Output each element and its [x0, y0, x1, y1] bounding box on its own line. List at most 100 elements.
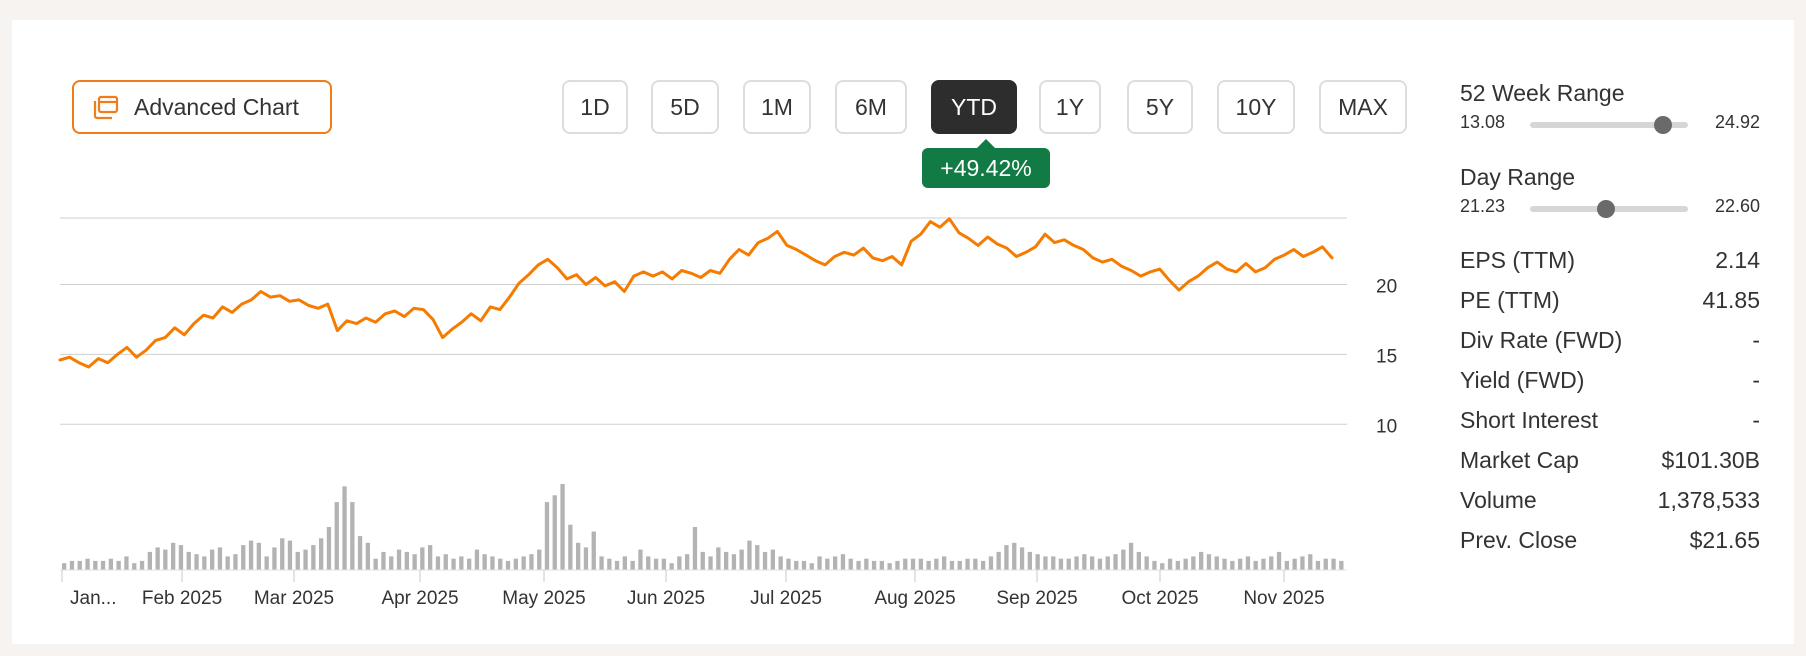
stat-row: Yield (FWD) - [1460, 367, 1760, 407]
volume-bar [778, 556, 783, 570]
volume-bar [981, 560, 986, 570]
volume-bar [739, 549, 744, 570]
volume-bar [1027, 551, 1032, 570]
volume-bar [957, 560, 962, 570]
range-button-1m[interactable]: 1M [743, 80, 811, 134]
volume-bar [1136, 551, 1141, 570]
volume-bar [1152, 560, 1157, 570]
volume-bar [537, 549, 542, 570]
volume-bar [210, 549, 215, 570]
volume-bar [1339, 560, 1344, 570]
volume-bar [856, 560, 861, 570]
day-range: Day Range 21.23 22.60 [1460, 164, 1760, 248]
volume-bar [467, 558, 472, 570]
volume-bar [1058, 558, 1064, 570]
volume-bar [1284, 560, 1289, 570]
volume-bar [1051, 556, 1056, 570]
volume-bar [544, 502, 550, 570]
volume-bar [1012, 542, 1017, 570]
volume-bar [614, 560, 620, 570]
volume-bar [319, 538, 324, 570]
volume-bar [638, 549, 643, 570]
volume-bar [1160, 563, 1165, 570]
stat-label: Prev. Close [1460, 527, 1578, 553]
volume-bar [77, 560, 82, 570]
volume-bar [373, 558, 378, 570]
range-button-1y[interactable]: 1Y [1039, 80, 1101, 134]
volume-bar [139, 560, 145, 570]
volume-bar [451, 558, 456, 570]
volume-bar [833, 556, 838, 570]
volume-bar [988, 556, 994, 570]
volume-bar [770, 549, 775, 570]
y-tick-label: 15 [1376, 346, 1397, 367]
volume-bar [762, 551, 768, 570]
volume-bar [560, 484, 565, 570]
stat-label: Volume [1460, 487, 1537, 513]
volume-bar [708, 556, 713, 570]
x-tick-label: Jan... [70, 588, 116, 609]
volume-bar [326, 527, 332, 570]
volume-bar [513, 558, 518, 570]
range-button-ytd[interactable]: YTD [931, 80, 1017, 134]
volume-bar [381, 551, 386, 570]
stat-label: Short Interest [1460, 407, 1599, 433]
range-button-1d[interactable]: 1D [562, 80, 628, 134]
volume-bar [825, 558, 830, 570]
volume-bar [311, 545, 316, 570]
volume-bar [365, 542, 370, 570]
volume-bar [132, 563, 137, 570]
volume-bar [147, 551, 152, 570]
volume-bar [591, 531, 596, 570]
volume-bar [653, 558, 659, 570]
volume-bar [280, 538, 285, 570]
range-button-10y[interactable]: 10Y [1217, 80, 1295, 134]
range-button-max[interactable]: MAX [1319, 80, 1407, 134]
stats-panel: 52 Week Range 13.08 24.92 Day Range 21.2… [1460, 80, 1760, 553]
stat-label: PE (TTM) [1460, 287, 1560, 313]
advanced-chart-button[interactable]: Advanced Chart [72, 80, 332, 134]
volume-bar [1276, 551, 1282, 570]
volume-bar [700, 551, 705, 570]
volume-bar [1292, 558, 1297, 570]
volume-bar [1206, 554, 1212, 570]
stats-list: EPS (TTM) 2.14 PE (TTM) 41.85 Div Rate (FWD)… [1460, 247, 1760, 567]
volume-bar [264, 556, 269, 570]
volume-bar [669, 563, 674, 570]
volume-bar [661, 558, 666, 570]
volume-bar [241, 545, 246, 570]
volume-bar [926, 560, 931, 570]
volume-bar [1167, 558, 1173, 570]
volume-bar [724, 551, 729, 570]
volume-bar [202, 556, 207, 570]
day-range-marker [1596, 200, 1615, 218]
week-52-marker [1653, 116, 1672, 134]
stat-row: Volume 1,378,533 [1460, 487, 1760, 527]
range-button-6m[interactable]: 6M [835, 80, 907, 134]
volume-bar [225, 556, 230, 570]
volume-bar [918, 558, 923, 570]
volume-bar [934, 558, 939, 570]
volume-bar [1035, 554, 1040, 570]
volume-bar [848, 558, 853, 570]
stat-row: EPS (TTM) 2.14 [1460, 247, 1760, 287]
volume-bar [1191, 556, 1196, 570]
volume-bar [692, 527, 698, 570]
volume-bar [217, 547, 223, 570]
volume-bar [1043, 556, 1048, 570]
x-tick-label: Apr 2025 [381, 588, 458, 609]
volume-bar [350, 502, 355, 570]
volume-bar [599, 556, 604, 570]
volume-bar [85, 558, 90, 570]
volume-bar [887, 563, 892, 570]
x-tick-label: May 2025 [502, 588, 585, 609]
volume-bar [459, 556, 464, 570]
range-button-5y[interactable]: 5Y [1127, 80, 1193, 134]
volume-bar [1113, 554, 1118, 570]
stat-value: $101.30B [1661, 447, 1760, 473]
volume-bar [1082, 554, 1087, 570]
volume-bar [942, 556, 947, 570]
week-52-range: 52 Week Range 13.08 24.92 [1460, 80, 1760, 164]
range-button-5d[interactable]: 5D [651, 80, 719, 134]
stat-value: 1,378,533 [1657, 487, 1760, 513]
